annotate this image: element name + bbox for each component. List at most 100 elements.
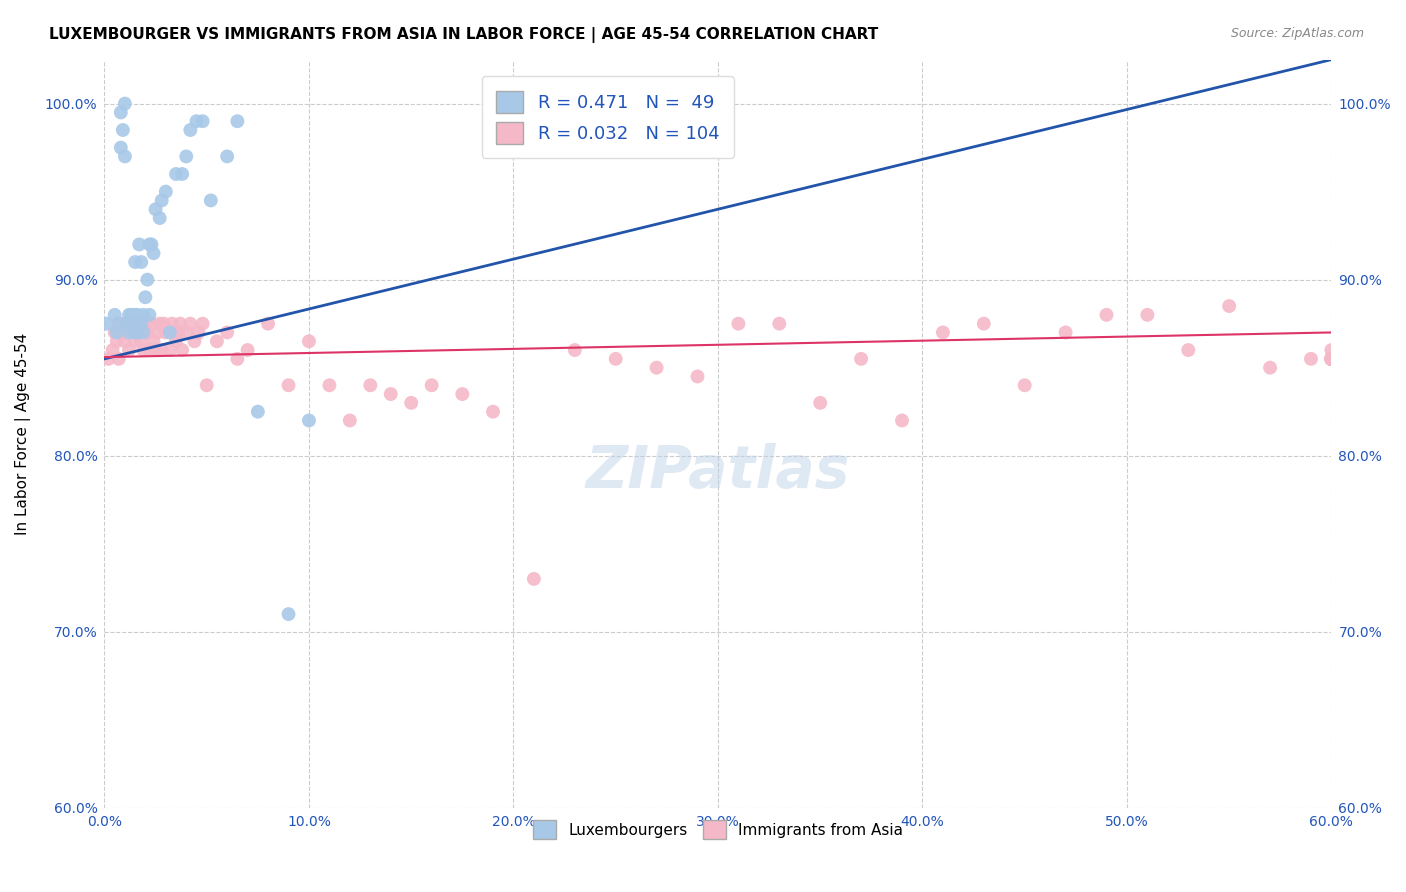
Point	[172, 167, 194, 181]
Point	[564, 343, 586, 357]
Point	[179, 123, 201, 137]
Point	[183, 334, 205, 349]
Point	[1320, 351, 1343, 366]
Point	[120, 317, 142, 331]
Point	[111, 317, 134, 331]
Point	[236, 343, 259, 357]
Point	[399, 396, 422, 410]
Point	[127, 326, 149, 340]
Point	[107, 317, 129, 331]
Point	[118, 308, 141, 322]
Point	[165, 334, 187, 349]
Point	[172, 343, 194, 357]
Point	[132, 308, 155, 322]
Point	[115, 317, 138, 331]
Point	[298, 334, 321, 349]
Point	[97, 351, 120, 366]
Point	[129, 334, 152, 349]
Point	[101, 343, 124, 357]
Point	[107, 351, 129, 366]
Point	[191, 114, 214, 128]
Point	[160, 317, 183, 331]
Point	[110, 326, 132, 340]
Point	[124, 326, 146, 340]
Point	[768, 317, 790, 331]
Point	[1177, 343, 1199, 357]
Point	[114, 149, 136, 163]
Point	[105, 334, 128, 349]
Point	[226, 351, 249, 366]
Point	[1320, 351, 1343, 366]
Point	[1320, 351, 1343, 366]
Point	[165, 167, 187, 181]
Point	[138, 308, 160, 322]
Point	[115, 317, 138, 331]
Point	[104, 326, 127, 340]
Point	[110, 140, 132, 154]
Point	[124, 308, 146, 322]
Point	[118, 343, 141, 357]
Text: ZIPatlas: ZIPatlas	[586, 442, 851, 500]
Point	[127, 308, 149, 322]
Point	[1320, 351, 1343, 366]
Point	[1299, 351, 1322, 366]
Point	[808, 396, 831, 410]
Point	[1320, 351, 1343, 366]
Point	[136, 326, 159, 340]
Point	[1320, 351, 1343, 366]
Point	[114, 96, 136, 111]
Point	[129, 255, 152, 269]
Point	[226, 114, 249, 128]
Point	[104, 308, 127, 322]
Point	[132, 343, 155, 357]
Point	[129, 317, 152, 331]
Point	[1320, 351, 1343, 366]
Point	[318, 378, 340, 392]
Point	[141, 317, 163, 331]
Point	[128, 317, 150, 331]
Point	[138, 237, 160, 252]
Point	[1218, 299, 1240, 313]
Point	[122, 326, 145, 340]
Point	[118, 326, 141, 340]
Point	[1320, 351, 1343, 366]
Point	[159, 326, 181, 340]
Point	[1320, 351, 1343, 366]
Point	[150, 343, 173, 357]
Point	[1320, 351, 1343, 366]
Point	[645, 360, 668, 375]
Point	[149, 317, 172, 331]
Point	[111, 123, 134, 137]
Point	[1054, 326, 1077, 340]
Point	[1320, 351, 1343, 366]
Point	[114, 326, 136, 340]
Point	[257, 317, 280, 331]
Point	[105, 326, 128, 340]
Point	[174, 326, 197, 340]
Point	[277, 607, 299, 621]
Point	[159, 343, 181, 357]
Point	[124, 334, 146, 349]
Point	[973, 317, 995, 331]
Point	[1320, 343, 1343, 357]
Point	[191, 317, 214, 331]
Point	[152, 317, 174, 331]
Point	[380, 387, 402, 401]
Point	[163, 326, 186, 340]
Point	[150, 194, 173, 208]
Point	[1136, 308, 1159, 322]
Point	[128, 237, 150, 252]
Point	[195, 378, 218, 392]
Point	[149, 211, 172, 225]
Point	[146, 326, 169, 340]
Point	[1320, 351, 1343, 366]
Y-axis label: In Labor Force | Age 45-54: In Labor Force | Age 45-54	[15, 333, 31, 535]
Point	[359, 378, 381, 392]
Point	[727, 317, 749, 331]
Point	[142, 334, 165, 349]
Point	[186, 114, 208, 128]
Point	[482, 405, 505, 419]
Point	[932, 326, 955, 340]
Point	[124, 255, 146, 269]
Point	[134, 290, 156, 304]
